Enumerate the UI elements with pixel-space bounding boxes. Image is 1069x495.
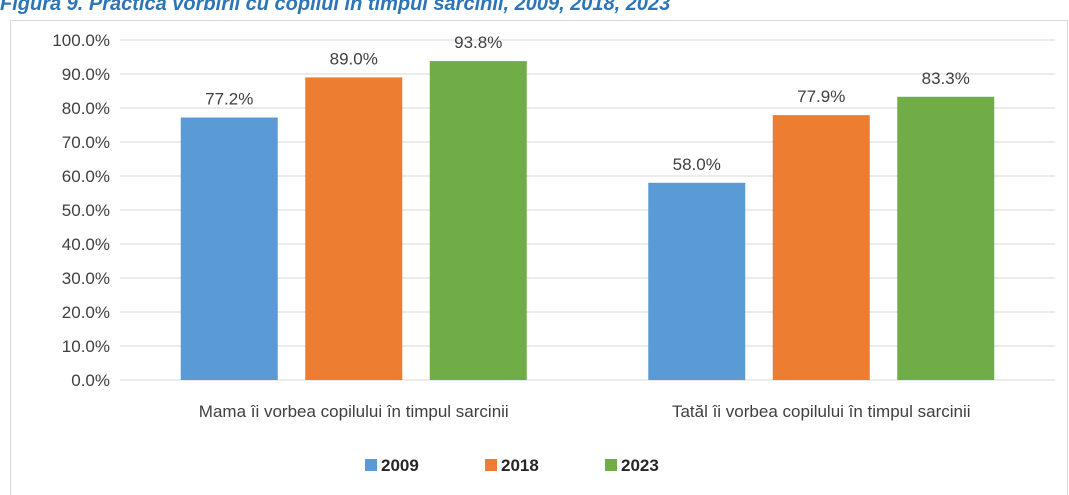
bar bbox=[772, 115, 870, 380]
y-tick-label: 90.0% bbox=[62, 65, 110, 84]
legend-swatch bbox=[365, 459, 377, 471]
data-label: 83.3% bbox=[922, 69, 970, 88]
data-label: 77.9% bbox=[797, 87, 845, 106]
legend-label: 2018 bbox=[501, 456, 539, 475]
bar bbox=[897, 96, 995, 380]
data-label: 89.0% bbox=[330, 49, 378, 68]
y-tick-label: 100.0% bbox=[52, 31, 110, 50]
y-tick-label: 70.0% bbox=[62, 133, 110, 152]
bar bbox=[429, 61, 527, 380]
y-tick-label: 50.0% bbox=[62, 201, 110, 220]
y-tick-label: 30.0% bbox=[62, 269, 110, 288]
data-label: 93.8% bbox=[454, 33, 502, 52]
y-tick-label: 0.0% bbox=[71, 371, 110, 390]
legend-label: 2009 bbox=[381, 456, 419, 475]
chart-title: Figura 9. Practica vorbirii cu copilul î… bbox=[0, 0, 670, 15]
y-tick-label: 60.0% bbox=[62, 167, 110, 186]
legend-swatch bbox=[605, 459, 617, 471]
y-tick-label: 80.0% bbox=[62, 99, 110, 118]
x-tick-label: Tatăl îi vorbea copilului în timpul sarc… bbox=[672, 402, 971, 421]
y-tick-label: 40.0% bbox=[62, 235, 110, 254]
data-label: 77.2% bbox=[205, 90, 253, 109]
data-label: 58.0% bbox=[673, 155, 721, 174]
x-tick-label: Mama îi vorbea copilului în timpul sarci… bbox=[199, 402, 509, 421]
legend-label: 2023 bbox=[621, 456, 659, 475]
y-tick-label: 10.0% bbox=[62, 337, 110, 356]
bar bbox=[305, 77, 403, 381]
legend-swatch bbox=[485, 459, 497, 471]
bar bbox=[648, 182, 746, 380]
bar bbox=[180, 117, 278, 381]
y-tick-label: 20.0% bbox=[62, 303, 110, 322]
